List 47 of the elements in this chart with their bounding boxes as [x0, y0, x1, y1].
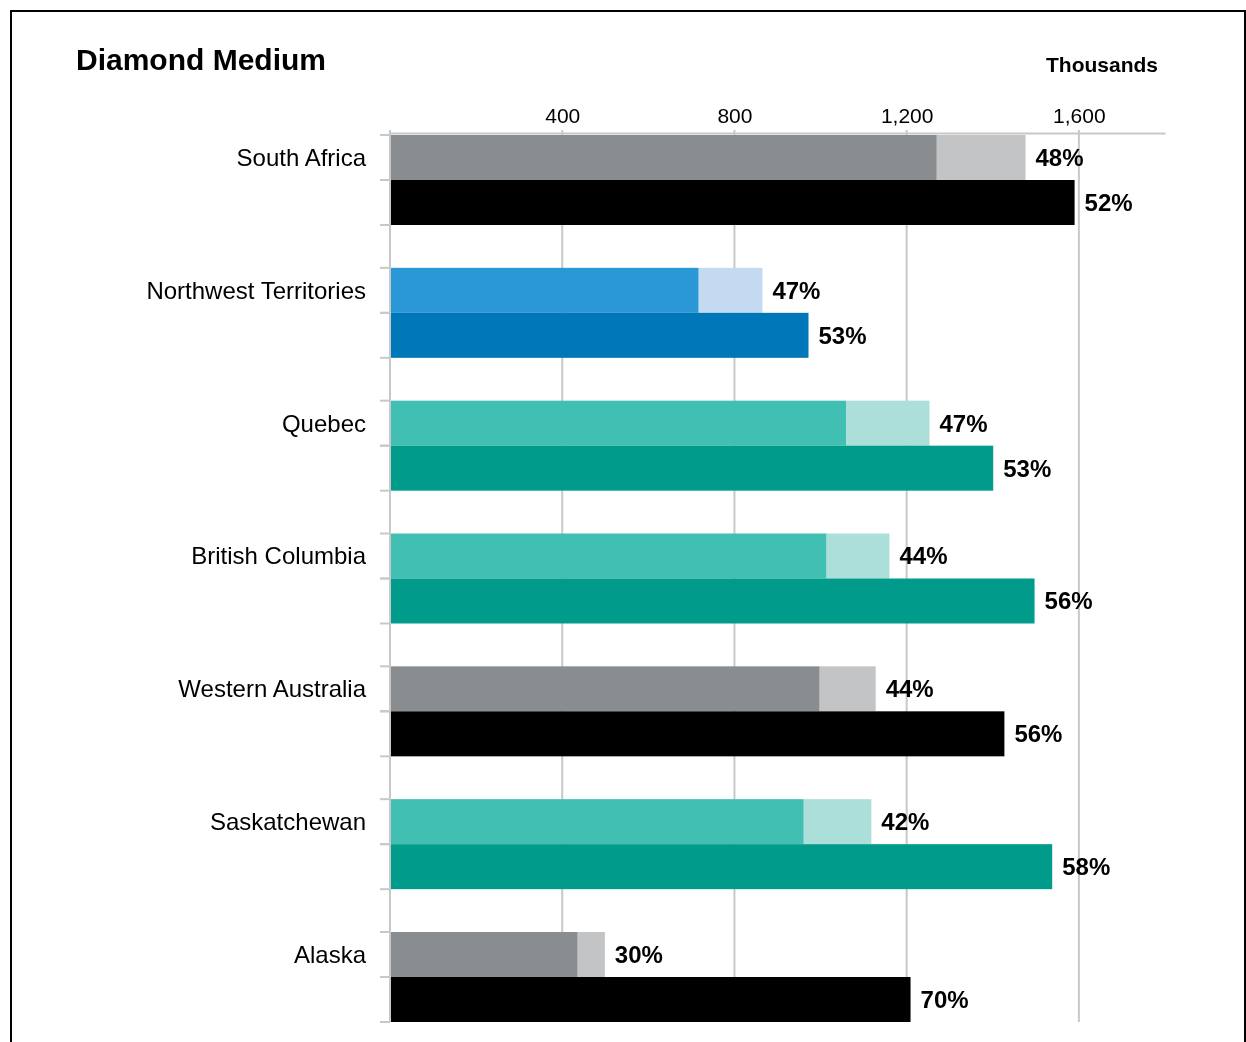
bar: [390, 578, 1035, 624]
y-tick-label: Western Australia: [178, 675, 367, 703]
annotation: 53%: [818, 321, 867, 349]
bar: [390, 312, 809, 358]
bar: [390, 400, 847, 446]
bar: [390, 799, 804, 845]
annotation: 56%: [1014, 720, 1063, 748]
bar: [390, 135, 937, 180]
annotation: 58%: [1062, 853, 1111, 881]
annotation: 42%: [881, 808, 930, 836]
annotation: 53%: [1003, 454, 1052, 482]
bar: [390, 267, 699, 313]
y-tick-label: British Columbia: [191, 542, 367, 570]
bar: [826, 533, 890, 579]
bar: [390, 844, 1053, 890]
bar: [390, 666, 820, 712]
x-tick-label: 1,200: [880, 104, 934, 127]
annotation: 44%: [885, 675, 934, 703]
y-tick-label: Saskatchewan: [209, 808, 366, 836]
y-tick-label: South Africa: [236, 143, 367, 171]
bar: [390, 977, 911, 1022]
x-tick-label: 400: [545, 104, 581, 127]
annotation: 52%: [1084, 188, 1133, 216]
annotation: 70%: [920, 985, 969, 1013]
annotation: 56%: [1044, 587, 1093, 615]
y-tick-label: Alaska: [293, 940, 367, 968]
annotation: 47%: [772, 276, 821, 304]
annotation: 44%: [899, 542, 948, 570]
bar: [819, 666, 876, 712]
bar: [390, 445, 994, 491]
bar: [846, 400, 930, 446]
bar: [390, 711, 1005, 757]
y-tick-label: Quebec: [281, 409, 366, 437]
bar: [803, 799, 872, 845]
bar: [390, 533, 827, 579]
bar: [390, 180, 1075, 225]
x-tick-label: 800: [717, 104, 753, 127]
y-tick-label: Northwest Territories: [146, 276, 366, 304]
chart-title: Diamond Medium: [76, 43, 327, 76]
annotation: 48%: [1035, 143, 1084, 171]
annotation: 30%: [614, 940, 663, 968]
x-tick-label: 1,600: [1053, 104, 1106, 127]
bar: [577, 932, 605, 977]
bar: [698, 267, 763, 313]
bar: [390, 932, 578, 977]
x-axis-title: Thousands: [1045, 53, 1158, 76]
annotation: 47%: [939, 409, 988, 437]
